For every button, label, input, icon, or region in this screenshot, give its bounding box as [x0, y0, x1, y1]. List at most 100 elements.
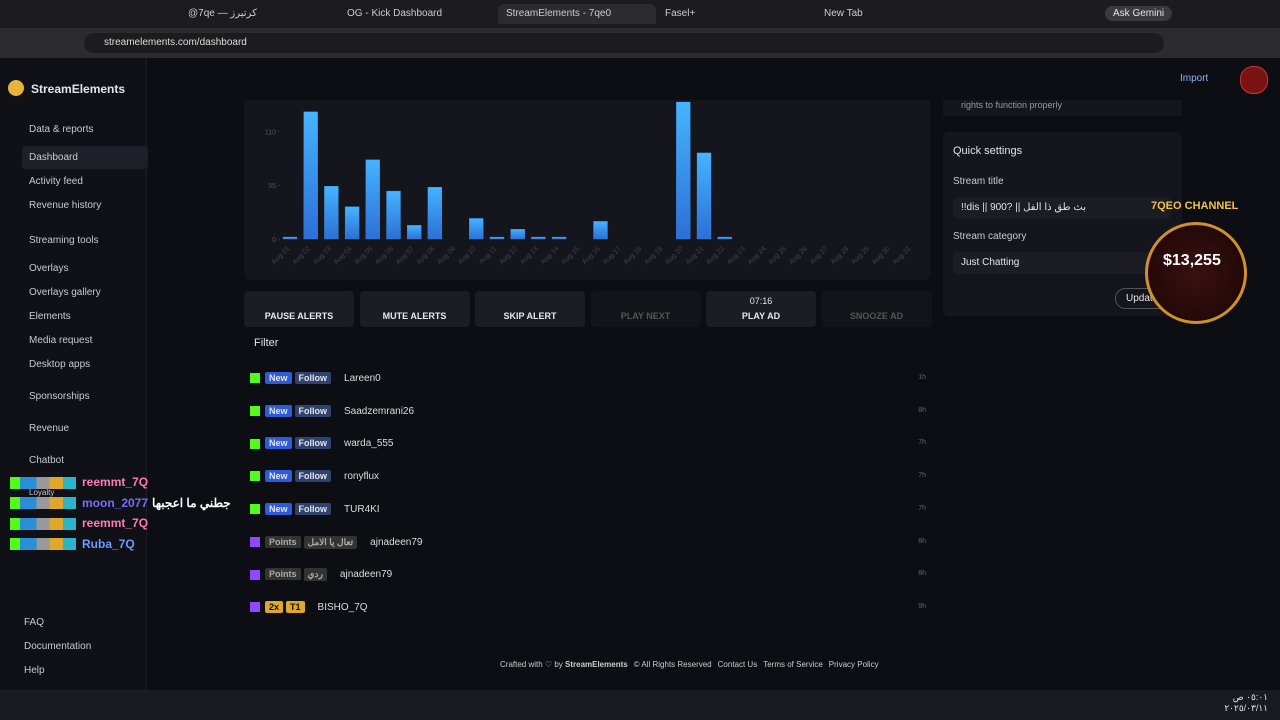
- x-tick-label: Aug 02: [291, 245, 312, 266]
- footer-link[interactable]: Privacy Policy: [828, 660, 879, 669]
- user-name[interactable]: BISHO_7Q: [317, 601, 368, 613]
- sidebar-item[interactable]: Loyalty: [29, 488, 55, 497]
- import-button[interactable]: Import: [1180, 73, 1209, 84]
- sidebar-group[interactable]: Chatbot: [29, 455, 65, 466]
- x-tick-label: Aug 30: [871, 245, 892, 266]
- tab[interactable]: StreamElements - 7qe0: [498, 4, 656, 24]
- control-button[interactable]: PAUSE ALERTS: [244, 291, 354, 327]
- feed-row: 2x T1 BISHO_7Q 9h: [250, 600, 926, 613]
- control-button[interactable]: SNOOZE AD: [821, 291, 932, 327]
- platform-icon: [250, 536, 260, 547]
- logo: [8, 80, 24, 96]
- bar: [531, 236, 546, 240]
- badge: New: [265, 470, 292, 483]
- badge: ردي: [303, 568, 327, 582]
- sidebar-link[interactable]: FAQ: [24, 617, 45, 628]
- x-tick-label: Aug 05: [354, 245, 375, 266]
- filter[interactable]: Filter: [254, 337, 279, 349]
- time: 7h: [918, 504, 926, 512]
- chat-badges: [10, 538, 76, 551]
- x-tick-label: Aug 14: [540, 245, 561, 266]
- badge: 2x: [265, 600, 284, 613]
- footer: Crafted with ♡ by StreamElements © All Ri…: [500, 660, 879, 669]
- badge: New: [265, 502, 292, 515]
- x-tick-label: Aug 21: [685, 245, 706, 266]
- tab[interactable]: @7qe — كرتيرز: [188, 8, 257, 19]
- x-tick-label: Aug 07: [395, 245, 416, 266]
- x-tick-label: Aug 24: [747, 245, 768, 266]
- sidebar-item[interactable]: Revenue history: [29, 200, 102, 211]
- x-tick-label: Aug 20: [664, 245, 685, 266]
- badge: Points: [265, 535, 301, 548]
- footer-link[interactable]: Contact Us: [717, 660, 758, 669]
- user-name[interactable]: ajnadeen79: [339, 569, 393, 581]
- platform-icon: [250, 569, 260, 580]
- user-name[interactable]: TUR4KI: [344, 503, 380, 515]
- sidebar-item[interactable]: Elements: [29, 311, 71, 322]
- tab[interactable]: OG - Kick Dashboard: [347, 8, 443, 19]
- time: 8h: [918, 570, 926, 578]
- sidebar-item[interactable]: Overlays: [29, 263, 69, 274]
- sidebar-item[interactable]: Activity feed: [29, 176, 83, 187]
- footer-text: Crafted with: [500, 660, 543, 669]
- control-button[interactable]: PLAY AD: [706, 291, 816, 327]
- badge: New: [265, 404, 292, 417]
- sidebar-item[interactable]: Desktop apps: [29, 359, 91, 370]
- platform-icon: [250, 504, 260, 515]
- sidebar-item[interactable]: Dashboard: [22, 146, 148, 169]
- chat-line: moon_2077 جطني ما اعجبها: [10, 496, 231, 510]
- footer-link[interactable]: Terms of Service: [763, 660, 823, 669]
- sidebar-group[interactable]: Revenue: [29, 423, 70, 434]
- bar: [365, 159, 380, 240]
- gemini-button[interactable]: Ask Gemini: [1105, 6, 1173, 21]
- bar: [282, 236, 298, 240]
- user-name[interactable]: Saadzemrani26: [344, 405, 415, 417]
- x-tick-label: Aug 13: [519, 245, 540, 266]
- user-name[interactable]: ronyflux: [344, 471, 380, 483]
- feed-row: New Follow Lareen0 1h: [250, 372, 926, 384]
- tab[interactable]: Fasel+: [665, 8, 696, 19]
- control-button[interactable]: SKIP ALERT: [475, 291, 585, 327]
- chat-line: Ruba_7Q: [10, 537, 135, 551]
- user-name[interactable]: ajnadeen79: [370, 536, 423, 548]
- x-tick-label: Aug 26: [788, 245, 809, 266]
- sidebar-group[interactable]: Sponsorships: [29, 391, 90, 402]
- x-tick-label: Aug 18: [623, 245, 644, 266]
- user-name[interactable]: Lareen0: [344, 373, 381, 384]
- overlay-amount: $13,255: [1163, 252, 1221, 269]
- x-tick-label: Aug 23: [726, 245, 747, 266]
- date: ٢٠٢٥/٠٣/١١: [1224, 703, 1268, 713]
- sidebar-item[interactable]: Media request: [29, 335, 93, 346]
- qs-title: Quick settings: [953, 145, 1023, 157]
- sidebar-link[interactable]: Help: [24, 665, 45, 676]
- stream-title-input[interactable]: !!dis || 900? || بث طق ذا الفل: [953, 197, 1171, 219]
- sidebar-group[interactable]: Streaming tools: [29, 235, 99, 246]
- control-button[interactable]: MUTE ALERTS: [359, 291, 470, 327]
- control-button[interactable]: PLAY NEXT: [590, 291, 701, 327]
- chat-badges: [10, 476, 76, 489]
- user-name[interactable]: warda_555: [344, 438, 394, 450]
- brand[interactable]: StreamElements: [31, 82, 126, 96]
- quick-settings: [943, 132, 1182, 316]
- sidebar-item[interactable]: Overlays gallery: [29, 287, 101, 298]
- sidebar-link[interactable]: Documentation: [24, 641, 92, 652]
- tab[interactable]: New Tab: [824, 8, 863, 19]
- label: Stream category: [953, 231, 1027, 242]
- platform-icon: [250, 373, 260, 384]
- time: 8h: [918, 406, 926, 414]
- platform-icon: [250, 438, 260, 449]
- sidebar-group[interactable]: Data & reports: [29, 124, 94, 135]
- category-input[interactable]: Just Chatting: [953, 252, 1171, 274]
- x-tick-label: Aug 09: [436, 245, 457, 266]
- chat-message: جطني ما اعجبها: [152, 495, 231, 510]
- avatar[interactable]: [1240, 66, 1268, 94]
- chart-panel: [244, 100, 930, 280]
- taskbar: [0, 690, 1280, 720]
- chat-name: moon_2077: [82, 495, 149, 510]
- x-tick-label: Aug 16: [581, 245, 602, 266]
- platform-icon: [250, 406, 260, 417]
- footer-link: © All Rights Reserved: [633, 660, 712, 669]
- time: ٠٥:٠١ ص: [1232, 692, 1268, 702]
- url[interactable]: streamelements.com/dashboard: [84, 33, 1164, 53]
